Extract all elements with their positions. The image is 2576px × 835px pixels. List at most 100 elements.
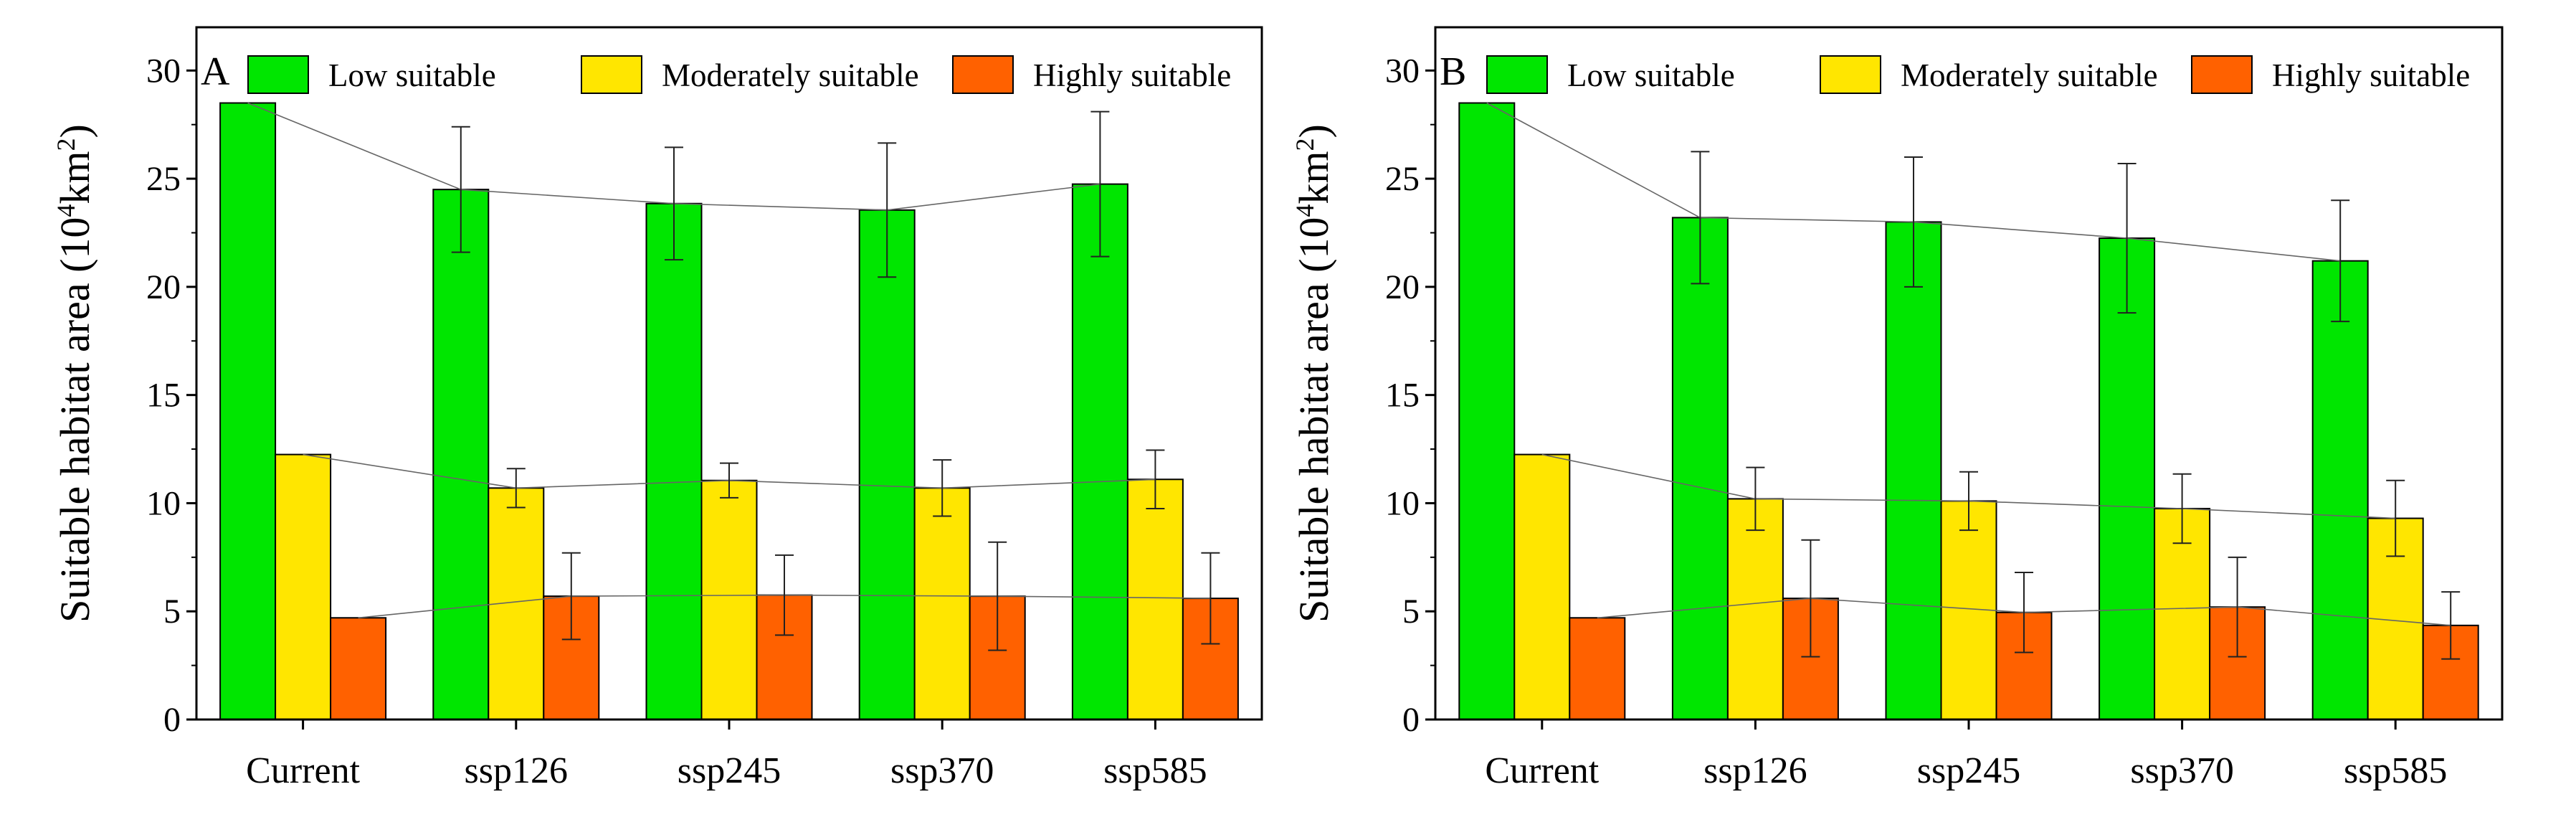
chart-panel-b: 0 5 10 15 20 25 30 Current ssp126 ssp245 ssp370 ssp… <box>1291 26 2504 791</box>
bar <box>1726 498 1784 720</box>
error-bar <box>878 142 897 278</box>
y-tick-label: 15 <box>1385 377 1420 415</box>
error-bar <box>665 146 683 261</box>
x-category-label: ssp126 <box>465 750 568 791</box>
legend-item: Low suitable <box>247 55 496 94</box>
error-bar <box>1090 110 1110 258</box>
error-bar <box>1904 156 1923 288</box>
x-category-label: ssp245 <box>1917 750 2020 791</box>
bar <box>330 617 387 720</box>
legend-item: Highly suitable <box>2191 55 2470 94</box>
y-axis-title-part: 2 <box>52 138 80 151</box>
error-bar <box>2228 556 2247 658</box>
legend-label: Moderately suitable <box>1901 57 2158 93</box>
error-bar <box>1146 449 1165 509</box>
error-bar <box>1746 466 1765 532</box>
x-category-label: Current <box>246 750 360 791</box>
error-bar <box>775 554 794 636</box>
y-axis-title-part: ) <box>52 124 98 138</box>
error-bar <box>2441 591 2461 660</box>
legend-swatch <box>2191 55 2253 94</box>
y-tick-label: 20 <box>1385 268 1420 306</box>
y-tick-label: 5 <box>163 593 181 631</box>
x-category-label: ssp126 <box>1703 750 1807 791</box>
x-category-label: ssp585 <box>2344 750 2447 791</box>
panel-letter: A <box>201 49 230 94</box>
error-bar <box>2172 473 2192 544</box>
legend-label: Low suitable <box>1567 57 1735 93</box>
x-category-label: ssp585 <box>1103 750 1207 791</box>
error-bar <box>933 459 952 517</box>
y-axis-title-part: Suitable habitat area (10 <box>52 217 98 623</box>
error-bar <box>1801 539 1820 658</box>
error-bar <box>2117 162 2137 314</box>
legend-item: Moderately suitable <box>1820 55 2158 94</box>
legend-item: Highly suitable <box>952 55 1231 94</box>
y-tick-label: 30 <box>1385 52 1420 90</box>
y-tick-label: 10 <box>1385 484 1420 522</box>
legend-label: Moderately suitable <box>662 57 919 93</box>
error-bar <box>506 468 526 509</box>
y-tick-label: 5 <box>1402 593 1420 631</box>
error-bar <box>1201 552 1220 645</box>
bar <box>969 595 1026 720</box>
y-tick-label: 25 <box>146 160 181 198</box>
legend-label: Highly suitable <box>2272 57 2470 93</box>
error-bar <box>2015 571 2033 654</box>
y-axis-title-part: 2 <box>1291 138 1319 151</box>
x-category-label: Current <box>1485 750 1599 791</box>
y-axis-title-part: ) <box>1291 124 1337 138</box>
y-axis-title-part: Suitable habitat area (10 <box>1291 217 1337 623</box>
y-tick-label: 15 <box>146 377 181 415</box>
y-tick-label: 20 <box>146 268 181 306</box>
legend-swatch <box>1486 55 1548 94</box>
y-tick-label: 30 <box>146 52 181 90</box>
legend-swatch <box>1820 55 1881 94</box>
bar <box>1458 102 1516 720</box>
error-bar <box>1959 471 1978 532</box>
legend-label: Low suitable <box>328 57 496 93</box>
error-bar <box>720 462 738 499</box>
y-tick-label: 10 <box>146 484 181 522</box>
bar <box>1071 183 1128 720</box>
y-tick-label: 0 <box>163 701 181 739</box>
legend-swatch <box>952 55 1014 94</box>
bar <box>858 209 916 720</box>
legend-swatch <box>247 55 309 94</box>
y-axis-title-part: km <box>1291 151 1337 204</box>
bar <box>913 487 971 720</box>
error-bar <box>988 541 1007 651</box>
error-bar <box>2331 199 2350 323</box>
bar <box>1671 217 1729 720</box>
bar <box>1569 617 1626 720</box>
y-axis-title: Suitable habitat area (104km2) <box>52 124 98 623</box>
x-category-label: ssp245 <box>678 750 781 791</box>
y-axis-title-part: 4 <box>52 204 80 217</box>
y-tick-label: 0 <box>1402 701 1420 739</box>
legend-item: Low suitable <box>1486 55 1735 94</box>
legend-label: Highly suitable <box>1033 57 1231 93</box>
y-tick-label: 25 <box>1385 160 1420 198</box>
bar <box>1126 478 1184 720</box>
legend-swatch <box>581 55 642 94</box>
bar <box>275 453 332 720</box>
bar <box>2311 260 2369 720</box>
panel-letter: B <box>1440 49 1466 94</box>
bar <box>219 102 277 720</box>
chart-panel-a: 0 5 10 15 20 25 30 Current ssp126 ssp245 ssp370 ssp… <box>52 26 1263 791</box>
y-axis-title: Suitable habitat area (104km2) <box>1291 124 1337 623</box>
error-bar <box>451 126 470 253</box>
bar <box>1513 453 1571 720</box>
x-category-label: ssp370 <box>890 750 994 791</box>
x-category-label: ssp370 <box>2130 750 2233 791</box>
bar <box>432 189 490 720</box>
legend-item: Moderately suitable <box>581 55 919 94</box>
error-bar <box>1691 151 1710 285</box>
bar <box>1885 221 1942 720</box>
error-bar <box>561 552 581 641</box>
error-bar <box>2386 479 2405 557</box>
bar <box>700 479 758 720</box>
y-axis-title-part: km <box>52 151 98 204</box>
y-axis-title-part: 4 <box>1291 204 1319 217</box>
